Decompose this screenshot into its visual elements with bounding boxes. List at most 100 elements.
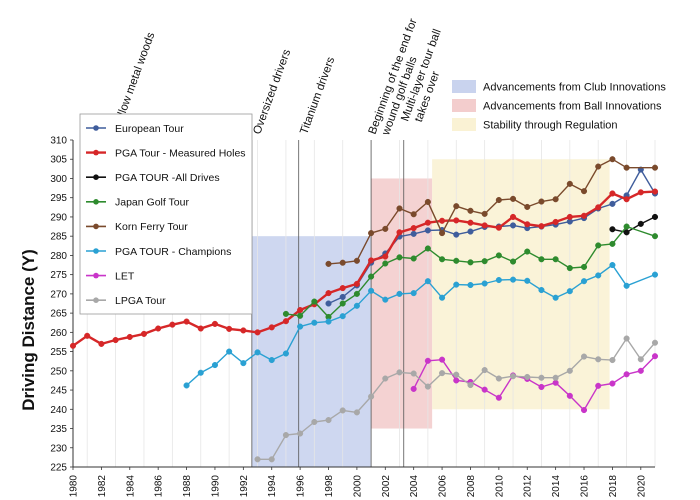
- data-point: [566, 392, 573, 399]
- data-point: [651, 271, 659, 278]
- data-point: [453, 371, 460, 378]
- region-legend-swatch: [452, 99, 476, 112]
- y-tick-label: 280: [50, 251, 67, 262]
- data-point: [538, 374, 545, 381]
- y-tick-label: 265: [50, 309, 67, 320]
- data-point: [552, 218, 559, 225]
- data-point: [623, 371, 630, 378]
- legend-marker: [93, 248, 99, 254]
- data-point: [651, 353, 659, 360]
- data-point: [410, 385, 417, 392]
- data-point: [609, 380, 616, 387]
- data-point: [339, 300, 346, 307]
- legend-item-pga-tour-champions: PGA TOUR - Champions: [86, 246, 231, 258]
- data-point: [254, 329, 261, 336]
- data-point: [651, 188, 659, 195]
- data-point: [595, 242, 602, 249]
- data-point: [623, 335, 630, 342]
- data-point: [211, 362, 219, 369]
- data-point: [297, 323, 304, 330]
- y-tick-label: 270: [50, 289, 67, 300]
- data-point: [623, 223, 630, 230]
- data-point: [623, 229, 630, 236]
- data-point: [637, 356, 644, 363]
- data-point: [481, 280, 488, 287]
- legend-label: PGA TOUR -All Drives: [115, 172, 220, 184]
- series-pga-tour-measured-holes: [69, 188, 659, 349]
- data-point: [580, 278, 588, 285]
- data-point: [325, 260, 332, 267]
- data-point: [439, 294, 446, 301]
- x-tick-label: 2010: [494, 475, 505, 498]
- region-legend: Advancements from Club Innovations Advanc…: [452, 80, 666, 132]
- x-tick-label: 2018: [608, 475, 619, 498]
- data-point: [609, 190, 616, 197]
- data-point: [651, 339, 659, 346]
- data-point: [282, 310, 289, 317]
- data-point: [495, 276, 502, 284]
- data-point: [524, 248, 531, 255]
- data-point: [495, 224, 502, 231]
- data-point: [637, 367, 644, 374]
- data-point: [410, 290, 417, 297]
- legend-label: European Tour: [115, 123, 184, 135]
- data-point: [297, 430, 304, 437]
- data-point: [353, 257, 360, 264]
- data-point: [183, 318, 190, 325]
- x-tick-label: 2000: [352, 475, 363, 498]
- data-point: [339, 313, 346, 320]
- data-point: [396, 229, 403, 236]
- data-point: [297, 306, 304, 314]
- data-point: [368, 287, 375, 294]
- data-point: [410, 211, 417, 218]
- y-tick-label: 310: [50, 136, 67, 147]
- legend-item-let: LET: [86, 270, 135, 282]
- data-point: [226, 348, 233, 355]
- annotation-text: Titanium drivers: [298, 55, 337, 136]
- data-point: [623, 196, 630, 203]
- data-point: [424, 383, 431, 390]
- data-point: [268, 324, 275, 331]
- data-point: [609, 156, 616, 163]
- legend-marker: [93, 199, 99, 205]
- data-point: [382, 375, 389, 382]
- data-point: [311, 418, 318, 426]
- data-point: [382, 225, 389, 232]
- data-point: [509, 213, 517, 220]
- data-point: [651, 164, 659, 171]
- data-point: [439, 370, 446, 377]
- data-point: [382, 296, 389, 303]
- data-point: [439, 230, 446, 237]
- x-tick-label: 2004: [409, 475, 420, 498]
- region-legend-label: Advancements from Ball Innovations: [483, 101, 662, 113]
- region-legend-label: Stability through Regulation: [483, 120, 618, 132]
- x-tick-label: 1986: [154, 475, 165, 498]
- x-tick-label: 2020: [636, 475, 647, 498]
- data-point: [282, 318, 289, 325]
- data-point: [623, 164, 630, 171]
- data-point: [126, 333, 133, 341]
- x-tick-label: 2012: [523, 475, 534, 498]
- data-point: [240, 327, 247, 334]
- data-point: [481, 222, 488, 229]
- data-point: [226, 325, 233, 332]
- data-point: [566, 367, 573, 374]
- data-point: [382, 260, 389, 267]
- regions-layer: [251, 159, 610, 467]
- data-point: [467, 207, 474, 214]
- data-point: [368, 257, 375, 264]
- data-point: [552, 374, 559, 381]
- legend-item-korn-ferry-tour: Korn Ferry Tour: [86, 221, 188, 233]
- legend-item-pga-tour-measured-holes: PGA Tour - Measured Holes: [86, 147, 246, 159]
- data-point: [268, 357, 275, 364]
- data-point: [524, 221, 531, 228]
- data-point: [211, 320, 219, 327]
- region-legend-swatch: [452, 80, 476, 93]
- data-point: [495, 196, 502, 204]
- data-point: [254, 456, 261, 463]
- data-point: [453, 203, 460, 210]
- legend-label: Japan Golf Tour: [115, 197, 189, 209]
- x-tick-label: 2016: [580, 475, 591, 498]
- axes-layer: 225 230 235 240 245 250 255 260 265 270 275 280 285 2…: [50, 136, 655, 498]
- data-point: [339, 407, 346, 414]
